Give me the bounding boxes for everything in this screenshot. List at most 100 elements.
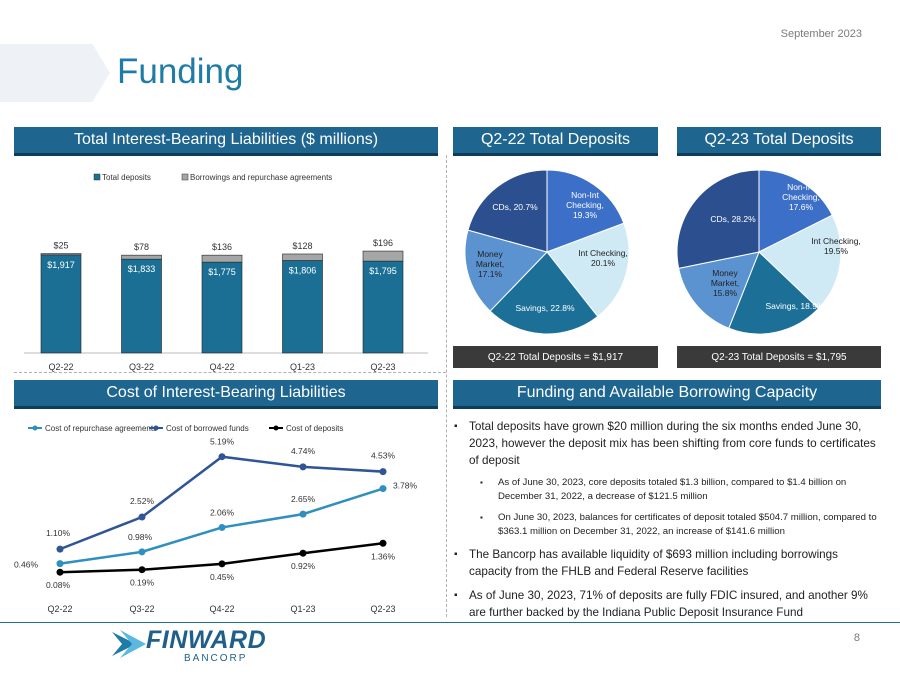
tick-Q3-22: Q3-22 (129, 362, 154, 372)
pie-label-money-market: Money Market, 17.1% (476, 249, 504, 279)
tick-Q4-22: Q4-22 (209, 604, 234, 614)
pie-slice-money-market (464, 229, 548, 312)
point-1-Q2-23 (379, 468, 387, 476)
bar-borrowings-Q4-22 (201, 254, 243, 263)
label-borrowings-Q2-22: $25 (53, 241, 68, 251)
point-0-Q1-23 (299, 510, 307, 518)
legend-label-0: Cost of repurchase agreements (45, 424, 157, 433)
pie-slice-savings (489, 251, 599, 335)
page-title: Funding (117, 52, 244, 91)
sub-bullet-core-deposits: As of June 30, 2023, core deposits total… (452, 476, 882, 504)
page-number: 8 (853, 632, 860, 644)
pie-slice-money-market (678, 251, 760, 329)
point-label-1-Q4-22: 5.19% (210, 437, 235, 447)
pie-slice-cds (467, 169, 548, 253)
point-label-1-Q3-22: 2.52% (130, 496, 155, 506)
liabilities-header: Total Interest-Bearing Liabilities ($ mi… (14, 127, 438, 156)
tick-Q3-22: Q3-22 (129, 604, 154, 614)
point-label-1-Q2-22: 1.10% (46, 528, 71, 538)
label-deposits-Q1-23: $1,806 (289, 266, 317, 276)
q2-23-total-deposits: Q2-23 Total Deposits = $1,795 (677, 346, 881, 368)
pie-label-non-int-checking: Non-Int Checking, 17.6% (782, 182, 820, 212)
logo-subtitle: BANCORP (184, 653, 248, 664)
point-2-Q2-23 (379, 539, 387, 547)
label-borrowings-Q4-22: $136 (212, 242, 232, 252)
pie-label-int-checking: Int Checking, 19.5% (811, 236, 861, 256)
pie-label-cds: CDs, 20.7% (492, 202, 538, 212)
tick-Q2-23: Q2-23 (370, 604, 395, 614)
point-2-Q1-23 (299, 549, 307, 557)
sub-bullet-certificates: On June 30, 2023, balances for certifica… (452, 511, 882, 539)
pie-label-int-checking: Int Checking, 20.1% (578, 248, 628, 268)
bullet-fdic-insured: As of June 30, 2023, 71% of deposits are… (452, 587, 882, 621)
pie-slice-cds (677, 169, 760, 269)
q2-22-deposits-header: Q2-22 Total Deposits (453, 127, 658, 156)
bar-deposits-Q2-23 (362, 260, 404, 354)
point-label-0-Q4-22: 2.06% (210, 507, 235, 517)
bullet-liquidity: The Bancorp has available liquidity of $… (452, 546, 882, 580)
label-deposits-Q3-22: $1,833 (128, 264, 156, 274)
cost-line-chart: Cost of repurchase agreements Cost of bor… (14, 424, 418, 614)
bar-deposits-Q3-22 (121, 258, 162, 354)
point-1-Q1-23 (299, 463, 307, 471)
point-label-0-Q3-22: 0.98% (128, 532, 153, 542)
point-0-Q2-22 (56, 560, 64, 568)
point-1-Q3-22 (138, 513, 146, 521)
pie-label-savings: Savings, 18.9% (765, 301, 825, 311)
q2-23-deposits-pie: Non-Int Checking, 17.6% Int Checking, 19.5% S… (677, 169, 861, 335)
bar-borrowings-Q2-22 (40, 253, 82, 256)
point-label-0-Q2-22: 0.46% (14, 560, 38, 570)
legend-swatch-1 (181, 173, 189, 181)
tick-Q2-23: Q2-23 (370, 362, 395, 372)
legend-label-0: Total deposits (102, 173, 151, 182)
tick-Q4-22: Q4-22 (209, 362, 234, 372)
capacity-bullets: Total deposits have grown $20 million du… (452, 418, 882, 628)
label-deposits-Q2-23: $1,795 (369, 266, 397, 276)
pie-slice-int-checking (758, 214, 842, 310)
point-label-1-Q1-23: 4.74% (291, 446, 316, 456)
bar-borrowings-Q1-23 (282, 253, 323, 261)
legend-label-2: Cost of deposits (286, 424, 343, 433)
legend-marker-1 (153, 425, 159, 431)
bullet-deposit-growth: Total deposits have grown $20 million du… (452, 418, 882, 469)
tick-Q2-22: Q2-22 (47, 604, 72, 614)
pie-slice-non-int-checking (758, 169, 833, 253)
legend-marker-2 (273, 425, 279, 431)
point-label-1-Q2-23: 4.53% (371, 451, 396, 461)
point-1-Q2-22 (56, 545, 64, 553)
cost-header: Cost of Interest-Bearing Liabilities (14, 380, 438, 409)
point-label-0-Q2-23: 3.78% (393, 481, 418, 491)
report-date: September 2023 (780, 28, 862, 40)
footer-rule (0, 622, 900, 623)
logo-arrow-icon (112, 630, 146, 658)
bar-deposits-Q1-23 (282, 260, 323, 354)
bar-borrowings-Q2-23 (362, 250, 404, 262)
point-0-Q2-23 (379, 485, 387, 493)
point-label-2-Q1-23: 0.92% (291, 561, 316, 571)
legend-label-1: Borrowings and repurchase agreements (190, 173, 332, 182)
point-1-Q4-22 (218, 453, 226, 461)
tick-Q1-23: Q1-23 (290, 604, 315, 614)
point-label-2-Q3-22: 0.19% (130, 578, 155, 588)
tick-Q1-23: Q1-23 (290, 362, 315, 372)
q2-23-deposits-header: Q2-23 Total Deposits (677, 127, 881, 156)
legend-marker-0 (32, 425, 38, 431)
pie-label-money-market: Money Market, 15.8% (711, 268, 739, 298)
q2-22-deposits-pie: Non-Int Checking, 19.3% Int Checking, 20.1% S… (464, 169, 630, 335)
point-label-2-Q2-22: 0.08% (46, 580, 71, 590)
label-deposits-Q4-22: $1,775 (208, 267, 236, 277)
point-0-Q4-22 (218, 523, 226, 531)
pie-label-non-int-checking: Non-Int Checking, 19.3% (566, 190, 604, 220)
divider-vertical (446, 155, 447, 617)
pie-label-savings: Savings, 22.8% (515, 303, 575, 313)
label-borrowings-Q2-23: $196 (373, 238, 393, 248)
point-label-2-Q4-22: 0.45% (210, 572, 235, 582)
pie-slice-int-checking (546, 222, 630, 318)
point-label-2-Q2-23: 1.36% (371, 551, 396, 561)
label-borrowings-Q1-23: $128 (292, 241, 312, 251)
label-borrowings-Q3-22: $78 (134, 242, 149, 252)
title-arrow-shape (0, 44, 110, 102)
pie-label-cds: CDs, 28.2% (710, 214, 756, 224)
legend-label-1: Cost of borrowed funds (166, 424, 249, 433)
liabilities-bar-chart: Total deposits Borrowings and repurchase … (24, 173, 428, 372)
